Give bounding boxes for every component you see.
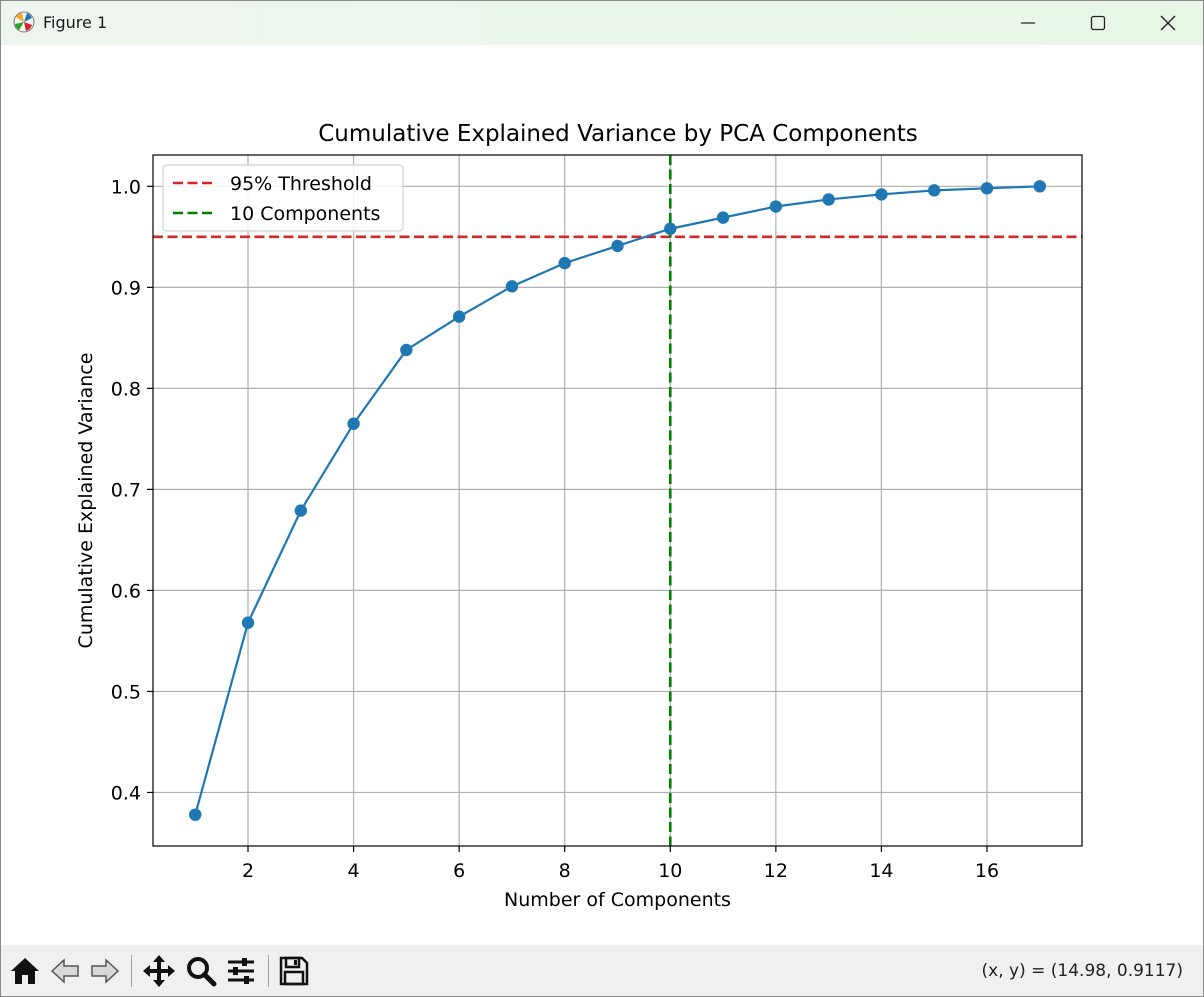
data-point [1033,180,1046,193]
legend: 95% Threshold 10 Components [162,164,404,232]
y-tick-label: 0.6 [111,580,141,602]
toolbar-separator [268,955,269,987]
pca-chart: Cumulative Explained Variance by PCA Com… [75,121,1083,911]
chart-title: Cumulative Explained Variance by PCA Com… [318,121,918,147]
data-point [769,200,783,213]
data-point [400,343,413,357]
matplotlib-icon [13,11,35,33]
x-tick-label: 10 [658,860,682,882]
x-axis-ticks: 2 4 6 8 10 12 14 16 [242,846,999,882]
forward-arrow-icon [91,958,120,984]
close-icon [1160,15,1176,31]
close-button[interactable] [1133,1,1203,45]
minimize-icon [1021,22,1035,24]
y-axis-label: Cumulative Explained Variance [75,353,97,649]
data-point [822,193,835,206]
zoom-button[interactable] [181,951,221,991]
title-bar[interactable]: Figure 1 [1,1,1203,45]
legend-label: 95% Threshold [230,173,372,195]
back-arrow-icon [50,958,79,984]
grid [153,155,1082,846]
data-point [452,310,466,323]
configure-subplots-icon [228,958,254,984]
pan-icon [143,955,175,987]
data-point [980,182,994,195]
axes-frame [152,154,1083,847]
zoom-icon [187,957,217,987]
data-point [241,616,255,629]
x-tick-label: 12 [764,860,788,882]
data-point [347,417,360,430]
x-tick-label: 8 [559,860,571,882]
y-tick-label: 1.0 [111,176,141,198]
series-line [194,185,1040,815]
y-tick-label: 0.5 [111,681,141,703]
x-tick-label: 14 [869,860,893,882]
data-point [558,256,571,270]
x-axis-label: Number of Components [504,889,731,911]
reference-lines [153,155,1082,846]
legend-box [162,164,404,232]
window-title: Figure 1 [43,13,108,32]
data-point [875,188,888,201]
data-point [716,211,730,224]
y-tick-label: 0.7 [111,479,141,501]
data-point [505,280,519,293]
y-tick-label: 0.8 [111,378,141,400]
data-point [189,808,202,821]
x-tick-label: 6 [453,860,465,882]
series-markers [189,180,1046,821]
cursor-coordinates: (x, y) = (14.98, 0.9117) [981,961,1183,981]
back-button[interactable] [45,951,85,991]
legend-label: 10 Components [230,203,380,225]
save-button[interactable] [274,951,314,991]
x-tick-label: 2 [242,860,254,882]
navigation-toolbar: (x, y) = (14.98, 0.9117) [1,945,1203,996]
y-axis-ticks: 0.4 0.5 0.6 0.7 0.8 0.9 1.0 [111,176,153,804]
minimize-button[interactable] [993,1,1063,45]
variance-line [194,185,1040,815]
configure-subplots-button[interactable] [221,951,261,991]
x-tick-label: 4 [348,860,360,882]
data-point [928,184,941,197]
home-icon [11,958,39,984]
pan-button[interactable] [139,951,179,991]
y-tick-label: 0.9 [111,277,141,299]
data-point [611,239,624,253]
data-point [664,222,677,235]
home-button[interactable] [5,951,45,991]
forward-button[interactable] [85,951,125,991]
figure-canvas[interactable]: Cumulative Explained Variance by PCA Com… [1,45,1203,945]
y-tick-label: 0.4 [111,782,141,804]
save-icon [279,956,309,986]
data-point [294,504,307,517]
maximize-icon [1090,15,1106,31]
toolbar-separator [131,955,132,987]
maximize-button[interactable] [1063,1,1133,45]
x-tick-label: 16 [975,860,999,882]
